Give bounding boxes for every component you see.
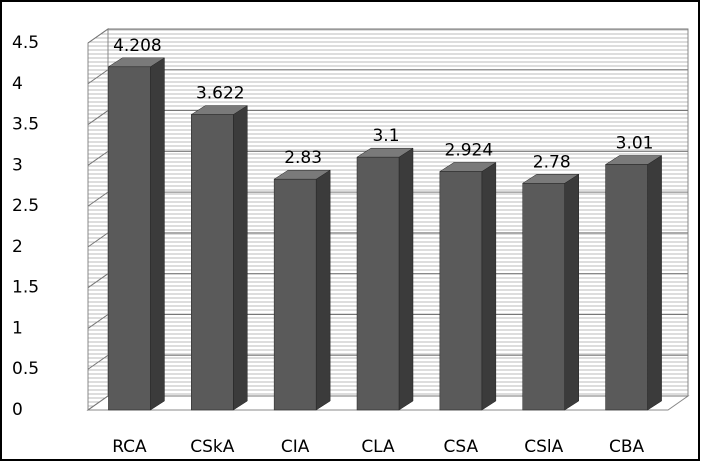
bar-side bbox=[150, 57, 165, 411]
value-label: 2.78 bbox=[533, 152, 571, 172]
y-tick-label: 0 bbox=[12, 400, 23, 420]
bar bbox=[605, 164, 648, 411]
y-tick-label: 1.5 bbox=[12, 278, 39, 298]
y-tick-label: 2.5 bbox=[12, 196, 39, 216]
x-tick-label: CSkA bbox=[190, 437, 235, 457]
value-label: 2.924 bbox=[445, 141, 494, 161]
bar-side bbox=[647, 155, 662, 411]
side-wall bbox=[87, 28, 109, 411]
bar bbox=[191, 114, 234, 411]
y-tick-label: 3 bbox=[12, 155, 23, 175]
grid-line bbox=[87, 69, 688, 85]
grid-line bbox=[87, 110, 688, 125]
value-label: 4.208 bbox=[113, 36, 162, 56]
bar-side bbox=[398, 147, 414, 411]
x-tick-label: CIA bbox=[281, 437, 310, 457]
value-label: 2.83 bbox=[284, 148, 322, 168]
bar bbox=[522, 183, 565, 411]
value-label: 3.1 bbox=[372, 126, 399, 146]
bar-side bbox=[564, 173, 579, 411]
y-tick-label: 4 bbox=[12, 74, 23, 94]
bar-side bbox=[315, 169, 331, 411]
value-label: 3.01 bbox=[616, 134, 654, 154]
bar bbox=[108, 66, 151, 411]
y-tick-label: 1 bbox=[12, 318, 23, 338]
grid-line bbox=[87, 150, 688, 166]
bar-side bbox=[481, 162, 497, 411]
bar bbox=[356, 156, 400, 411]
bar-side bbox=[233, 105, 248, 411]
y-tick-label: 3.5 bbox=[12, 115, 39, 135]
x-tick-label: CLA bbox=[361, 437, 395, 457]
bar bbox=[439, 171, 483, 411]
grid-line bbox=[87, 28, 688, 44]
x-tick-label: CSA bbox=[444, 437, 479, 457]
x-tick-label: CSlA bbox=[524, 437, 563, 457]
y-tick-label: 0.5 bbox=[12, 359, 39, 379]
x-tick-label: CBA bbox=[609, 437, 645, 457]
x-tick-label: RCA bbox=[112, 437, 147, 457]
bar bbox=[273, 178, 317, 411]
y-tick-label: 2 bbox=[12, 237, 23, 257]
value-label: 3.622 bbox=[196, 84, 245, 104]
y-tick-label: 4.5 bbox=[12, 33, 39, 53]
